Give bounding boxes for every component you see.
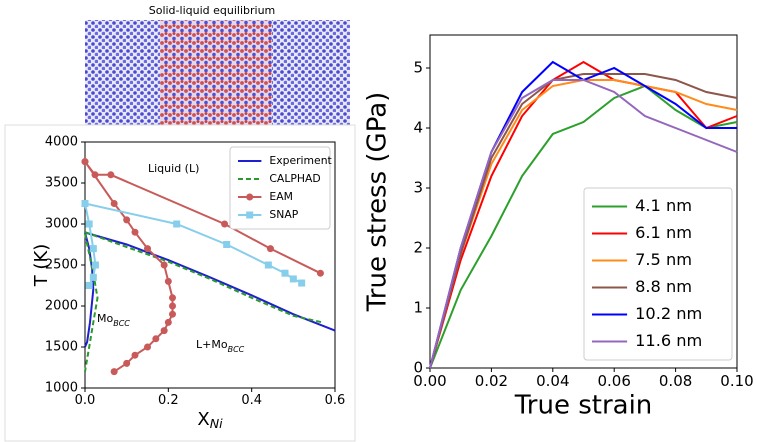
y-tick-label: 3500 [45, 176, 78, 191]
y-tick-label: 1000 [45, 381, 78, 396]
x-axis-label-main: X [197, 409, 209, 430]
point [91, 261, 99, 269]
legend-label: 11.6 nm [635, 331, 702, 350]
x-tick-label: 0.06 [597, 372, 630, 390]
image-title: Solid-liquid equilibrium [149, 4, 276, 17]
x-tick-label: 0.10 [720, 372, 753, 390]
panel-frame [4, 124, 356, 442]
legend-marker [246, 193, 254, 201]
annotation: L+MoBCC [196, 338, 245, 354]
x-tick-label: 0.2 [158, 393, 179, 408]
point [223, 241, 231, 248]
point [123, 359, 131, 367]
point [264, 261, 272, 269]
point [89, 273, 97, 281]
series-line [429, 79, 738, 369]
point [110, 368, 118, 376]
point [85, 282, 93, 289]
legend-label: SNAP [269, 208, 298, 221]
point [131, 228, 139, 236]
annotation: Liquid (L) [148, 162, 199, 175]
legend-box [583, 187, 733, 361]
point [169, 302, 176, 310]
point [81, 200, 89, 207]
y-tick-label: 0 [413, 359, 423, 377]
x-axis-label: XNi [197, 409, 223, 431]
annotation-sub: BCC [113, 319, 130, 328]
legend-label: 6.1 nm [635, 223, 692, 242]
point [164, 318, 172, 326]
y-tick-label: 4000 [45, 135, 78, 150]
series-line [429, 73, 738, 369]
x-tick-label: 0.00 [413, 372, 446, 390]
x-tick-label: 0.04 [536, 372, 569, 390]
legend-label: 4.1 nm [635, 196, 692, 215]
point [221, 220, 229, 228]
legend-label: Experiment [269, 154, 331, 167]
y-tick-label: 4 [413, 119, 423, 137]
legend-label: 8.8 nm [635, 277, 692, 296]
point [91, 171, 99, 179]
series-line [84, 231, 336, 348]
point [131, 351, 139, 359]
y-tick-label: 1500 [45, 340, 78, 355]
point [160, 327, 168, 335]
y-tick-label: 3 [413, 179, 423, 197]
x-tick-label: 0.08 [659, 372, 692, 390]
x-axis-label-sub: Ni [210, 416, 223, 431]
point [266, 245, 274, 253]
y-tick-label: 2 [413, 239, 423, 257]
series-line [429, 60, 738, 369]
x-tick-label: 0.0 [75, 393, 96, 408]
point [85, 220, 93, 228]
legend-label: 10.2 nm [635, 304, 702, 323]
y-tick-label: 2500 [45, 258, 78, 273]
y-axis-label: T (K) [31, 244, 52, 288]
point [110, 200, 118, 207]
point [281, 269, 289, 277]
legend-label: EAM [269, 190, 293, 203]
simulation-image [85, 20, 350, 125]
x-tick-label: 0.6 [325, 393, 346, 408]
legend-box [229, 146, 331, 230]
point [298, 279, 306, 287]
y-tick-label: 2000 [45, 299, 78, 314]
annotation: MoBCC [97, 312, 130, 328]
y-tick-label: 1 [413, 299, 423, 317]
legend-label: 7.5 nm [635, 250, 692, 269]
x-tick-label: 0.4 [241, 393, 262, 408]
y-tick-label: 5 [413, 59, 423, 77]
point [107, 171, 115, 179]
point [160, 261, 168, 269]
point [169, 294, 176, 302]
x-tick-label: 0.02 [475, 372, 508, 390]
point [289, 275, 297, 283]
point [169, 310, 176, 318]
point [164, 277, 172, 285]
y-tick-label: 3000 [45, 217, 78, 232]
point [89, 245, 97, 253]
annotation-sub: BCC [228, 345, 245, 354]
legend-marker [246, 211, 254, 219]
point [144, 343, 151, 351]
x-axis-label: True strain [514, 391, 653, 421]
legend-label: CALPHAD [269, 172, 320, 185]
series-line [429, 84, 738, 369]
annotation-main: Mo [97, 312, 113, 325]
point [81, 158, 89, 166]
point [123, 216, 131, 224]
annotation-main: L+Mo [196, 338, 228, 351]
y-axis-label: True stress (GPa) [363, 92, 393, 313]
point [144, 245, 151, 253]
point [173, 220, 181, 228]
point [152, 335, 160, 343]
point [316, 269, 324, 277]
plot-frame [429, 34, 738, 369]
